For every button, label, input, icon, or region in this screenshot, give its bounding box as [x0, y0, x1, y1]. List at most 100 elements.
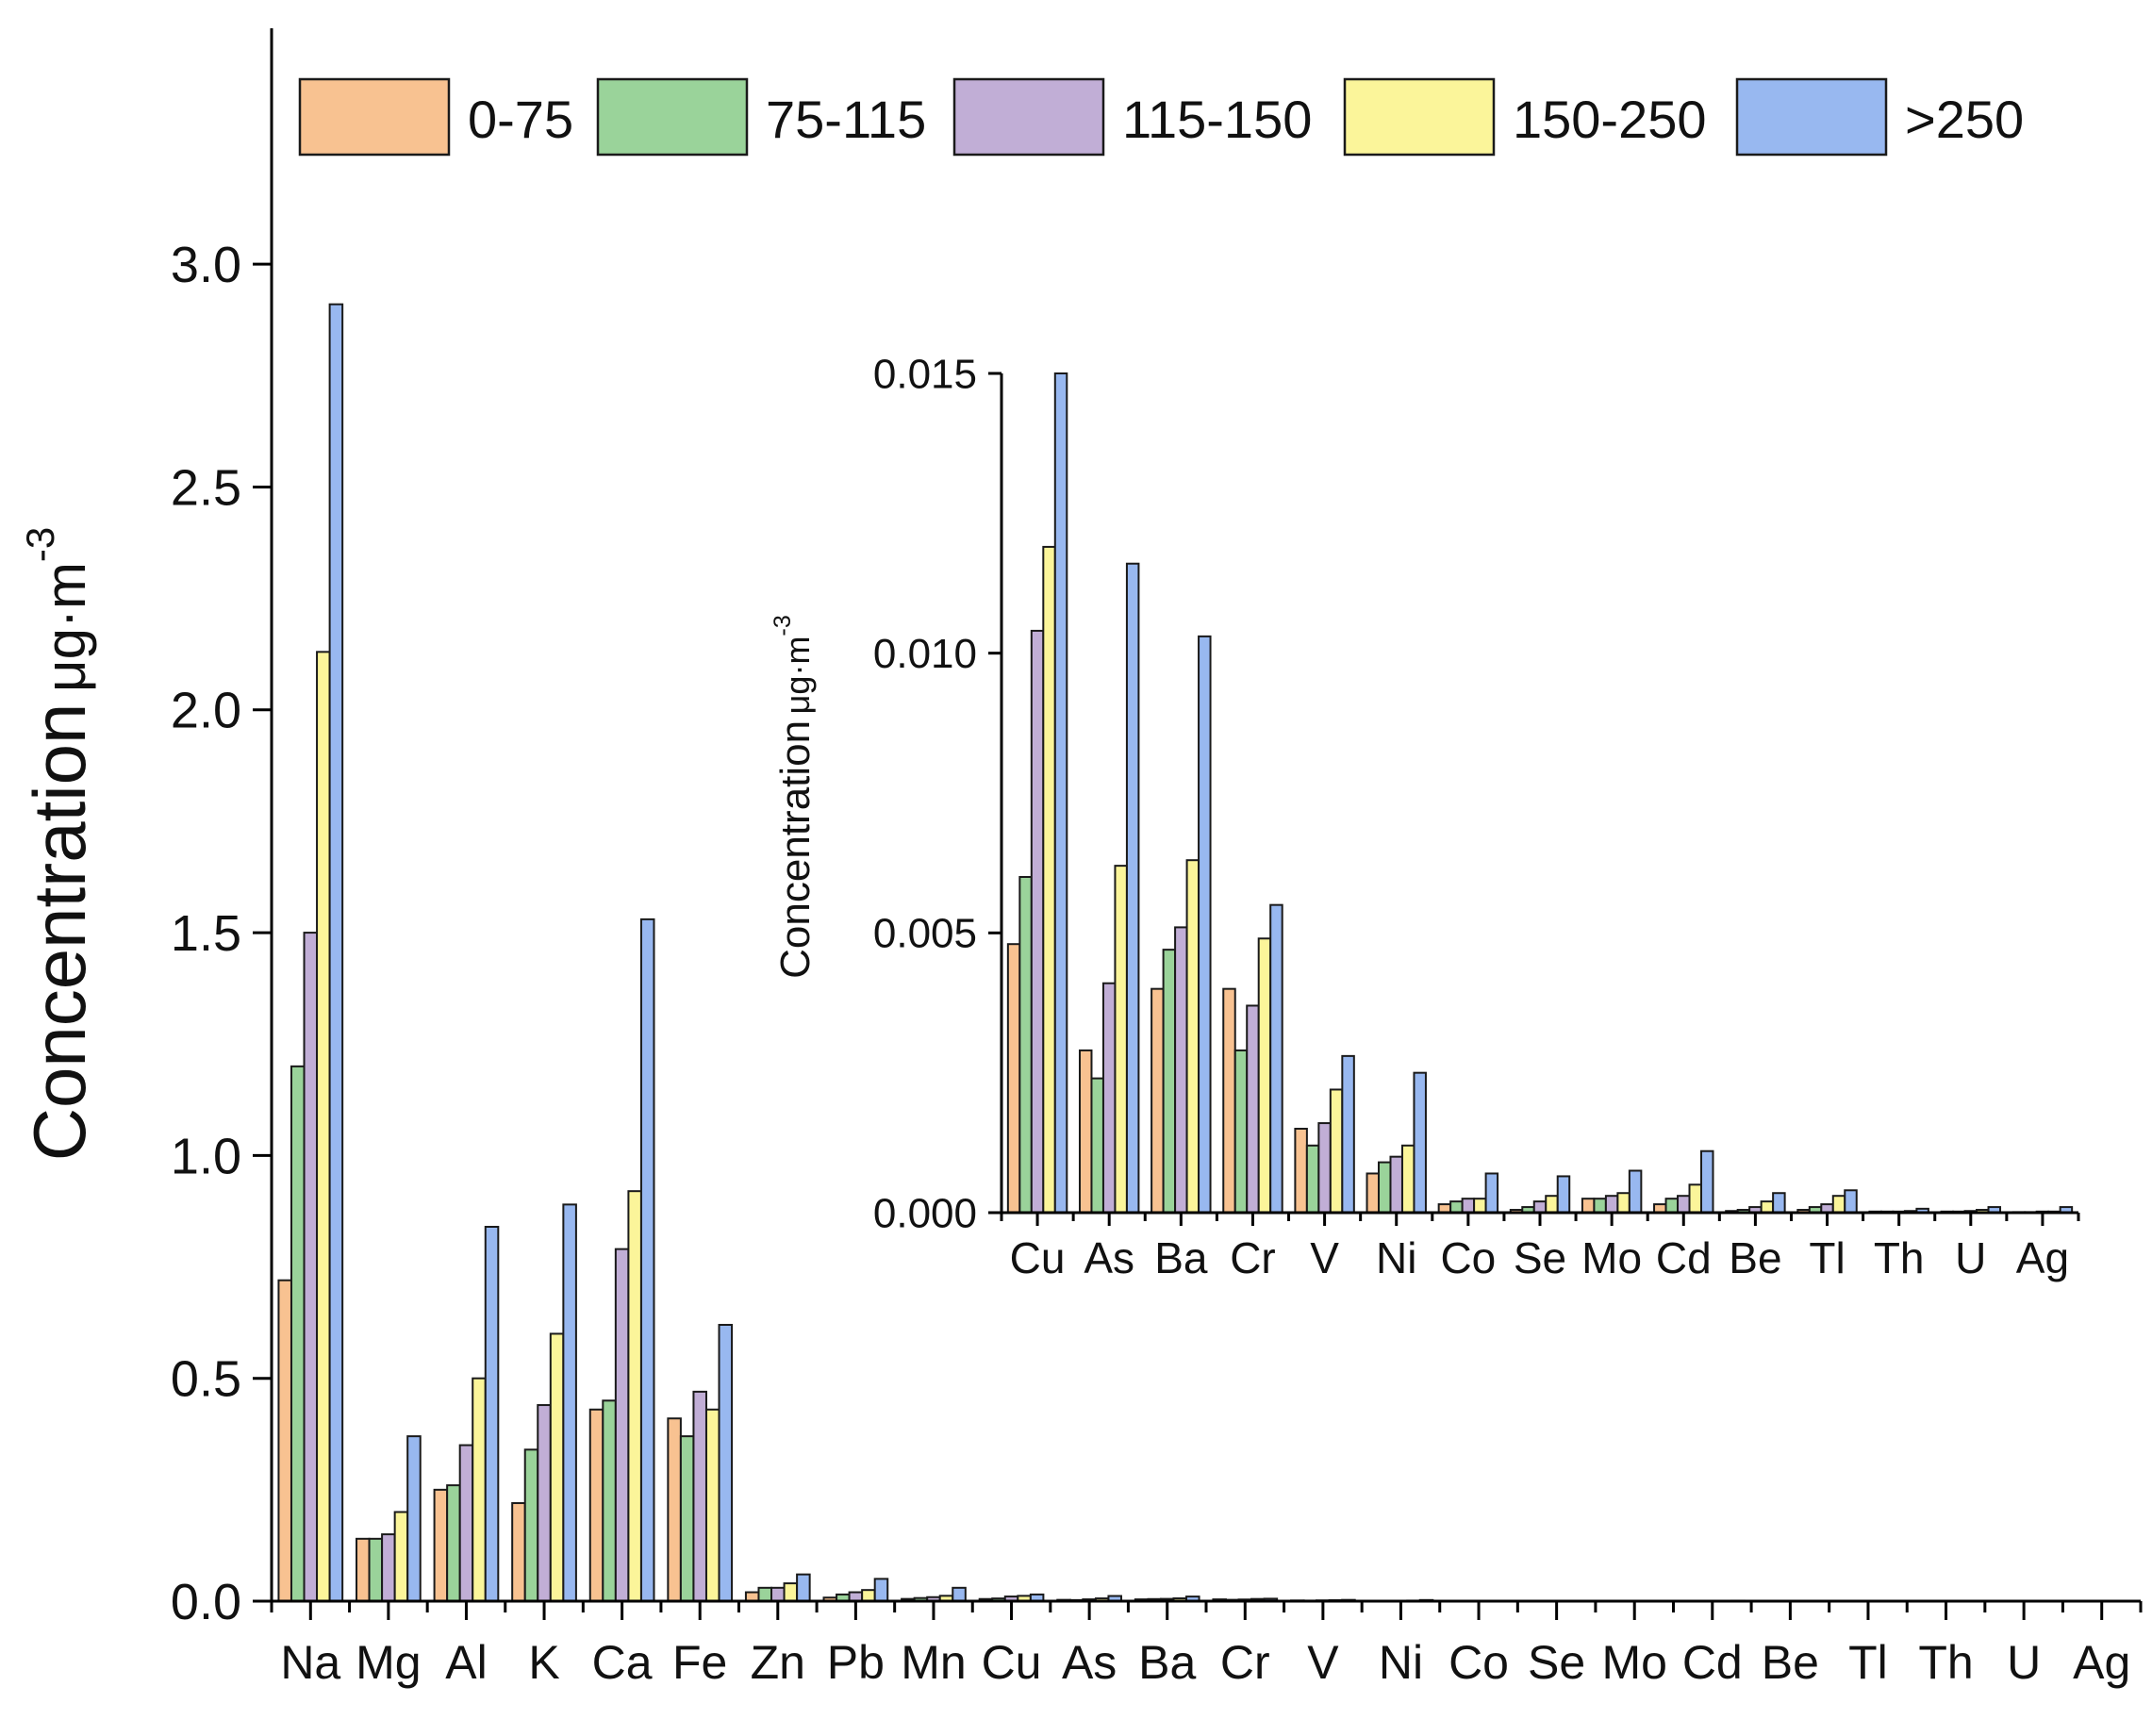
main-bar-mg-series-2 — [382, 1534, 395, 1601]
inset-y-tick-label: 0.000 — [873, 1190, 977, 1236]
main-x-tick-label-ba: Ba — [1138, 1636, 1196, 1689]
main-x-tick-label-th: Th — [1918, 1636, 1973, 1689]
main-bar-fe-series-3 — [706, 1410, 720, 1601]
main-bar-al-series-3 — [472, 1379, 486, 1601]
main-bar-na-series-4 — [330, 305, 343, 1601]
inset-bar-be-series-3 — [1762, 1201, 1773, 1213]
main-bar-ca-series-3 — [628, 1191, 641, 1601]
main-bar-k-series-1 — [525, 1449, 538, 1601]
main-bar-zn-series-3 — [785, 1583, 798, 1601]
inset-x-tick-label-be: Be — [1729, 1233, 1781, 1282]
inset-bar-ni-series-3 — [1402, 1146, 1414, 1213]
inset-bar-ni-series-2 — [1390, 1157, 1401, 1213]
inset-bar-cu-series-3 — [1043, 547, 1054, 1213]
inset-bar-v-series-0 — [1295, 1129, 1306, 1213]
inset-bar-cd-series-2 — [1678, 1196, 1689, 1213]
inset-bar-cr-series-4 — [1270, 905, 1282, 1213]
main-x-tick-label-v: V — [1307, 1636, 1339, 1689]
main-bar-fe-series-4 — [720, 1325, 733, 1601]
main-x-tick-label-cr: Cr — [1220, 1636, 1270, 1689]
main-bar-na-series-3 — [317, 652, 330, 1601]
main-x-tick-label-ag: Ag — [2073, 1636, 2130, 1689]
main-x-tick-label-zn: Zn — [751, 1636, 805, 1689]
inset-x-tick-label-tl: Tl — [1809, 1233, 1845, 1282]
inset-y-axis-title-main: Concentration — [772, 720, 819, 979]
main-x-tick-label-k: K — [528, 1636, 559, 1689]
main-x-tick-label-co: Co — [1448, 1636, 1509, 1689]
inset-x-tick-label-ni: Ni — [1376, 1233, 1416, 1282]
inset-bar-tl-series-4 — [1845, 1190, 1856, 1213]
legend-swatch-0 — [300, 79, 449, 155]
inset-x-tick-label-ba: Ba — [1154, 1233, 1208, 1282]
main-bar-ca-series-0 — [590, 1410, 604, 1601]
inset-bar-ba-series-4 — [1199, 637, 1210, 1213]
inset-bar-cd-series-4 — [1701, 1151, 1713, 1213]
inset-y-tick-label: 0.015 — [873, 351, 977, 397]
inset-bar-as-series-2 — [1103, 984, 1115, 1213]
inset-bar-cr-series-0 — [1223, 989, 1234, 1213]
inset-bar-cu-series-2 — [1032, 631, 1043, 1213]
inset-bar-v-series-2 — [1318, 1123, 1330, 1213]
main-y-tick-label: 2.0 — [171, 683, 241, 739]
inset-bar-cr-series-2 — [1247, 1005, 1258, 1213]
inset-y-tick-label: 0.010 — [873, 631, 977, 677]
inset-x-tick-label-cd: Cd — [1656, 1233, 1712, 1282]
inset-bar-co-series-3 — [1474, 1199, 1485, 1213]
inset-bar-mo-series-4 — [1630, 1171, 1641, 1214]
main-x-tick-label-be: Be — [1762, 1636, 1819, 1689]
main-x-tick-label-mg: Mg — [356, 1636, 421, 1689]
inset-y-axis-title-unit: μg·m — [778, 637, 817, 715]
inset-bar-ba-series-2 — [1175, 927, 1186, 1213]
inset-bar-se-series-3 — [1546, 1196, 1557, 1213]
inset-bar-mo-series-0 — [1582, 1199, 1594, 1213]
main-bar-al-series-4 — [486, 1227, 499, 1601]
inset-bar-mo-series-3 — [1617, 1193, 1629, 1213]
main-x-tick-label-cu: Cu — [982, 1636, 1042, 1689]
inset-y-tick-label: 0.005 — [873, 911, 977, 957]
inset-bar-cu-series-4 — [1055, 373, 1067, 1213]
main-y-tick-label: 0.5 — [171, 1351, 241, 1408]
main-x-tick-label-u: U — [2007, 1636, 2041, 1689]
inset-x-tick-label-as: As — [1084, 1233, 1134, 1282]
legend-label-4: >250 — [1905, 90, 2024, 149]
inset-x-tick-label-u: U — [1955, 1233, 1986, 1282]
main-bar-zn-series-4 — [797, 1575, 810, 1601]
main-bar-na-series-1 — [291, 1066, 305, 1601]
legend-label-3: 150-250 — [1513, 90, 1707, 149]
inset-x-tick-label-ag: Ag — [2016, 1233, 2069, 1282]
inset-bar-be-series-4 — [1773, 1193, 1784, 1213]
main-y-tick-label: 1.5 — [171, 905, 241, 962]
inset-bar-ba-series-3 — [1187, 860, 1199, 1213]
main-y-axis-title: Concentrationμg·m-3 — [18, 527, 101, 1162]
inset-bar-cu-series-1 — [1019, 877, 1031, 1213]
main-x-tick-label-se: Se — [1528, 1636, 1585, 1689]
main-bar-mg-series-4 — [407, 1436, 421, 1601]
inset-bar-as-series-0 — [1080, 1050, 1091, 1213]
inset-bar-ba-series-1 — [1164, 950, 1175, 1213]
main-bar-ca-series-4 — [641, 919, 654, 1601]
inset-bar-co-series-1 — [1450, 1201, 1462, 1213]
main-x-tick-label-cd: Cd — [1682, 1636, 1743, 1689]
main-bar-na-series-0 — [278, 1281, 291, 1601]
inset-y-axis-title: Concentrationμg·m-3 — [770, 615, 819, 979]
inset-bar-se-series-2 — [1534, 1201, 1546, 1213]
inset-bar-v-series-3 — [1331, 1089, 1342, 1213]
inset-bar-cd-series-1 — [1666, 1199, 1678, 1213]
main-x-tick-label-as: As — [1062, 1636, 1117, 1689]
main-x-tick-label-al: Al — [445, 1636, 487, 1689]
inset-x-tick-label-cu: Cu — [1010, 1233, 1066, 1282]
main-bar-k-series-0 — [512, 1503, 525, 1601]
inset-bar-cu-series-0 — [1008, 944, 1019, 1213]
inset-x-tick-label-th: Th — [1874, 1233, 1925, 1282]
main-bar-k-series-4 — [563, 1204, 576, 1601]
inset-bars — [1008, 373, 2072, 1213]
main-x-tick-label-mo: Mo — [1601, 1636, 1666, 1689]
main-y-axis-title-main: Concentration — [18, 703, 101, 1162]
inset-bar-cr-series-1 — [1235, 1050, 1247, 1213]
inset-bar-se-series-4 — [1558, 1176, 1569, 1213]
